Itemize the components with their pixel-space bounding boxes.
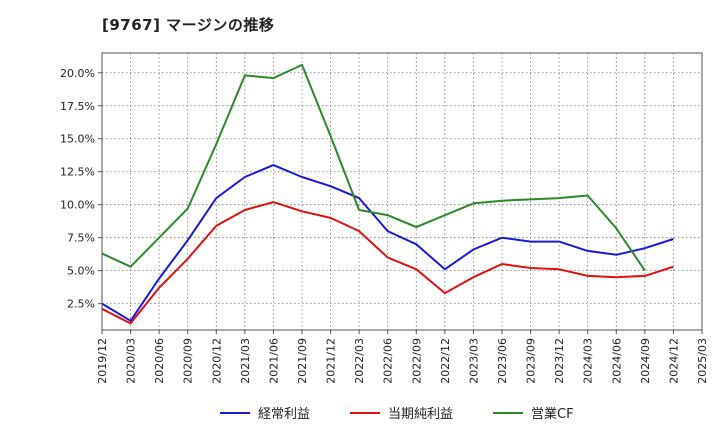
- legend-label: 営業CF: [531, 406, 574, 422]
- x-tick-label: 2021/03: [239, 338, 252, 384]
- legend-label: 経常利益: [258, 407, 310, 422]
- x-tick-label: 2022/09: [410, 338, 423, 384]
- x-tick-label: 2021/09: [296, 338, 309, 384]
- grid-layer: [101, 53, 703, 330]
- x-tick-label: 2024/03: [582, 338, 595, 384]
- series-line-営業CF: [101, 63, 646, 272]
- x-tick-label: 2021/12: [325, 338, 338, 384]
- plot-frame: [101, 52, 703, 331]
- x-tick-label: 2020/06: [153, 338, 166, 384]
- x-tick-label: 2023/12: [553, 338, 566, 384]
- x-tick-label: 2024/09: [639, 338, 652, 384]
- x-tick-label: 2019/12: [96, 338, 109, 384]
- legend: 経常利益 当期純利益 営業CF: [220, 406, 574, 422]
- y-tick-label: 20.0%: [60, 67, 95, 80]
- y-axis: 2.5% 5.0% 7.5% 10.0% 12.5% 15.0% 17.5% 20.0%: [60, 67, 102, 311]
- legend-label: 当期純利益: [388, 407, 453, 422]
- y-tick-label: 5.0%: [67, 265, 95, 278]
- x-tick-label: 2021/06: [267, 338, 280, 384]
- x-tick-label: 2020/03: [125, 338, 138, 384]
- x-tick-label: 2023/03: [467, 338, 480, 384]
- x-tick-label: 2022/03: [353, 338, 366, 384]
- x-tick-label: 2023/09: [525, 338, 538, 384]
- x-tick-label: 2025/03: [696, 338, 709, 384]
- x-tick-label: 2022/12: [439, 338, 452, 384]
- series-line-当期純利益: [101, 201, 674, 325]
- x-tick-label: 2020/12: [210, 338, 223, 384]
- series-layer: [101, 63, 674, 325]
- x-tick-label: 2023/06: [496, 338, 509, 384]
- chart-title: [9767] マージンの推移: [102, 16, 275, 34]
- y-tick-label: 10.0%: [60, 199, 95, 212]
- y-tick-label: 12.5%: [60, 166, 95, 179]
- x-tick-label: 2020/09: [182, 338, 195, 384]
- x-tick-label: 2024/12: [667, 338, 680, 384]
- y-tick-label: 7.5%: [67, 232, 95, 245]
- y-tick-label: 15.0%: [60, 133, 95, 146]
- y-tick-label: 2.5%: [67, 298, 95, 311]
- y-tick-label: 17.5%: [60, 100, 95, 113]
- x-tick-label: 2022/06: [382, 338, 395, 384]
- series-line-経常利益: [101, 164, 674, 322]
- x-axis: 2019/12 2020/03 2020/06 2020/09 2020/12 2021/…: [96, 330, 709, 384]
- x-tick-label: 2024/06: [610, 338, 623, 384]
